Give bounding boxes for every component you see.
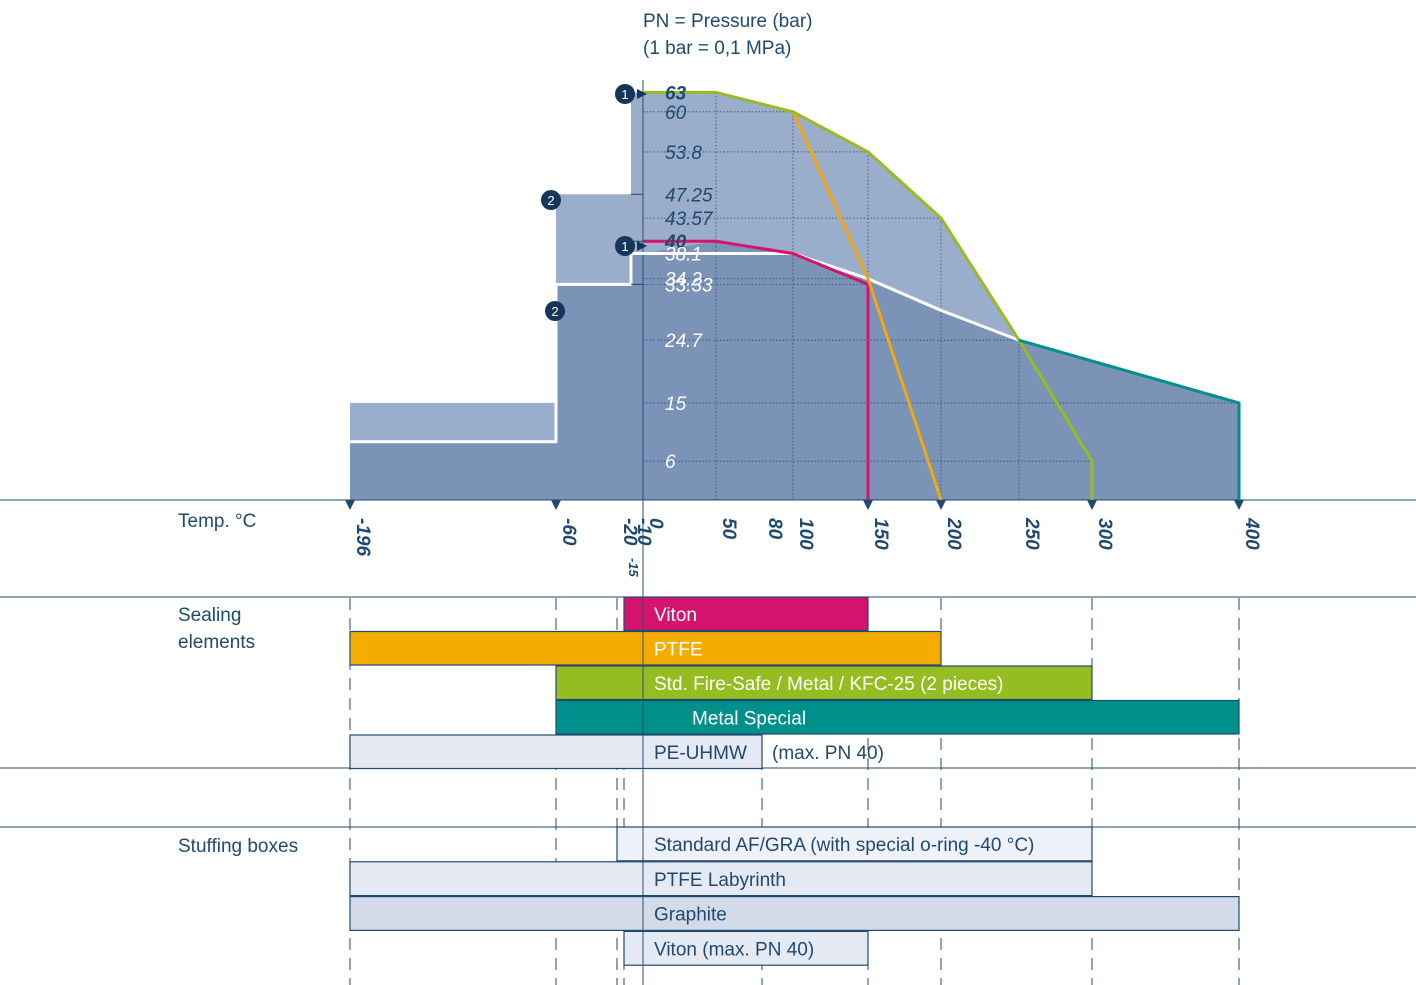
range-bar-label: Metal Special: [692, 709, 806, 730]
y-tick-label: 43.57: [665, 209, 714, 230]
range-bar-label: Viton: [654, 605, 697, 626]
firesafe-line: [643, 90, 1094, 500]
y-tick-label: 33.33: [665, 275, 713, 296]
axis-arrow: [551, 500, 561, 510]
range-bar-label: PTFE: [654, 640, 703, 661]
x-tick-label: 300: [1094, 518, 1115, 550]
x-tick-label: 400: [1241, 517, 1262, 550]
viton-line: [643, 239, 870, 500]
badge-circle: [545, 301, 565, 321]
badge-circle: [615, 236, 635, 256]
badge-arrow: [637, 241, 647, 251]
badge: 2: [545, 301, 565, 321]
axis-arrow: [1087, 500, 1097, 510]
range-bar: [555, 665, 1093, 701]
y-tick-label: 6: [665, 452, 676, 473]
y-tick-label: 63: [665, 83, 687, 104]
y-axis-unit-note: (1 bar = 0,1 MPa): [643, 38, 791, 59]
badge-circle: [541, 190, 561, 210]
badge-circle: [615, 84, 635, 104]
badge-number: 2: [551, 304, 558, 319]
y-tick-label: 40: [664, 232, 687, 253]
axis-arrow: [936, 500, 946, 510]
y-tick-label: 24.7: [664, 331, 703, 352]
x-tick-label: 100: [795, 518, 816, 550]
x-tick-label: 250: [1021, 517, 1042, 550]
range-bar-label: Viton (max. PN 40): [654, 939, 814, 960]
badge-arrow: [637, 89, 647, 99]
range-bar: [349, 630, 942, 666]
y-tick-label: 53.8: [665, 143, 702, 164]
x-tick-label: 0: [645, 518, 666, 529]
x-tick-label: -20: [619, 518, 640, 546]
x-tick-label: 80: [764, 518, 785, 540]
x-tick-label: -15: [626, 558, 641, 578]
inner-pressure-area: [350, 241, 1239, 500]
range-bar-label: Standard AF/GRA (with special o-ring -40…: [654, 835, 1034, 856]
badge: 1: [615, 236, 647, 256]
y-tick-label: 34.2: [665, 270, 702, 291]
axis-arrow: [863, 500, 873, 510]
badge-number: 1: [621, 239, 628, 254]
section-label: Sealing: [178, 605, 241, 626]
range-bar-label: Std. Fire-Safe / Metal / KFC-25 (2 piece…: [654, 674, 1004, 695]
x-tick-label: -196: [352, 518, 373, 556]
series-lines-layer: [345, 90, 1244, 510]
x-tick-label: 150: [870, 518, 891, 550]
y-tick-label: 15: [665, 394, 687, 415]
axis-arrow: [345, 500, 355, 510]
metal-special-line: [1018, 338, 1241, 500]
x-tick-label: 50: [718, 518, 739, 540]
x-axis-title: Temp. °C: [178, 511, 256, 532]
x-tick-label: 200: [943, 517, 964, 550]
range-bar-label: PE-UHMW: [654, 743, 747, 764]
x-tick-label: -60: [558, 518, 579, 546]
y-tick-label: 38.1: [665, 244, 702, 265]
section-label: Stuffing boxes: [178, 836, 298, 857]
area-layer: [350, 92, 1239, 501]
range-bar: [349, 861, 1093, 897]
bars-layer: Viton PTFE Std. Fire-Safe / Metal / KFC-25…: [349, 596, 1240, 985]
range-bar-suffix: (max. PN 40): [772, 743, 884, 764]
range-bar: [623, 596, 869, 632]
badge-number: 1: [621, 87, 628, 102]
x-tick-label: -10: [633, 518, 654, 546]
y-tick-label: 60: [665, 103, 687, 124]
labels-layer: PN = Pressure (bar) (1 bar = 0,1 MPa) Te…: [178, 11, 1262, 857]
badge-number: 2: [547, 193, 554, 208]
range-bar: [349, 895, 1240, 931]
badge: 2: [541, 190, 561, 210]
range-bar-label: Graphite: [654, 905, 727, 926]
y-tick-label: 47.25: [665, 185, 713, 206]
range-bar: [623, 930, 869, 966]
section-label: elements: [178, 632, 255, 653]
range-bar-label: PTFE Labyrinth: [654, 870, 786, 891]
range-bar: [349, 734, 763, 770]
ptfe-line: [791, 111, 943, 501]
badge: 1: [615, 84, 647, 104]
y-axis-title: PN = Pressure (bar): [643, 11, 812, 32]
axis-arrow: [1234, 500, 1244, 510]
range-bar: [555, 699, 1240, 735]
range-bar: [616, 826, 1093, 862]
